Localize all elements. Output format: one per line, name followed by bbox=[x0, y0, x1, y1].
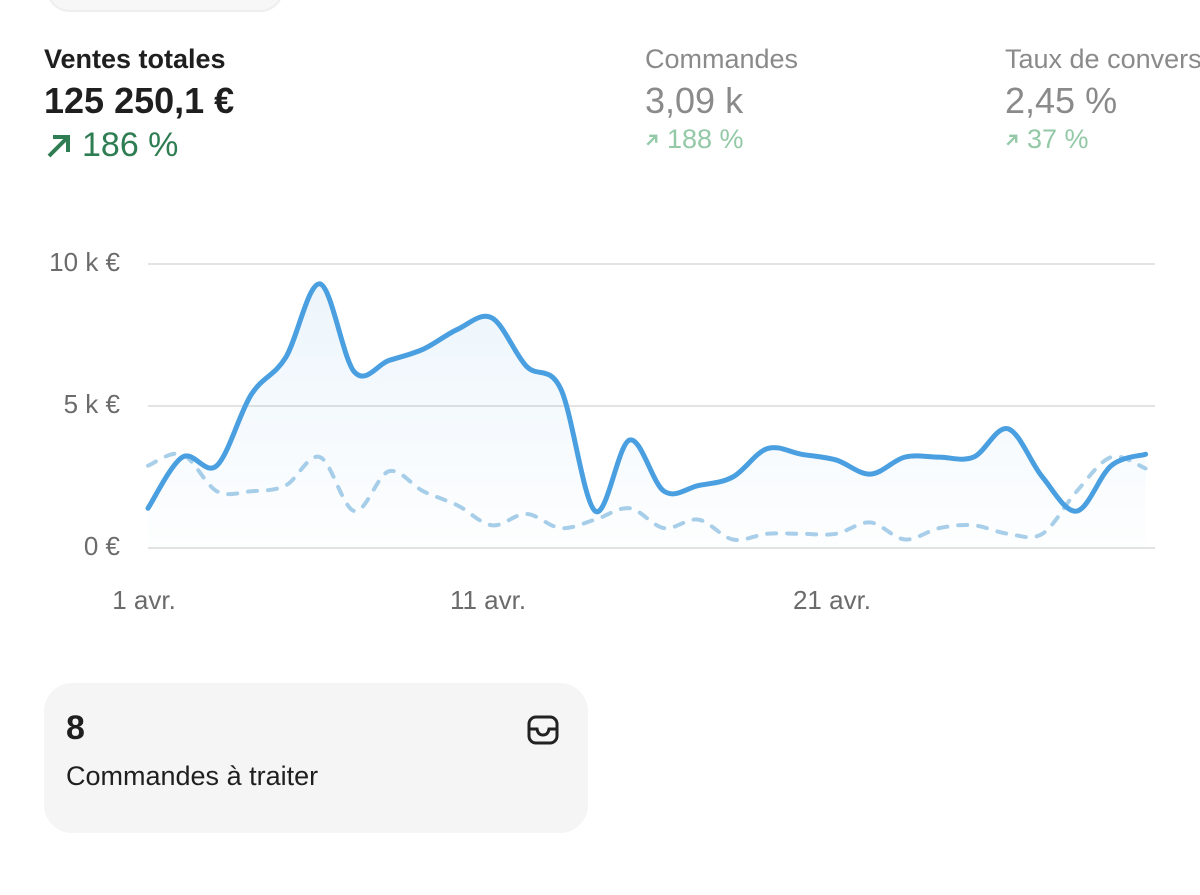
tab-button[interactable] bbox=[46, 0, 284, 12]
task-count: 8 bbox=[66, 709, 85, 747]
metric-change: 186 % bbox=[82, 126, 179, 164]
up-arrow-icon bbox=[646, 134, 658, 145]
metric-value: 125 250,1 € bbox=[44, 80, 235, 121]
up-arrow-icon bbox=[1006, 134, 1018, 145]
metric[interactable]: Taux de conversion 2,45 % 37 % bbox=[1005, 44, 1200, 155]
metric-label: Ventes totales bbox=[44, 44, 226, 74]
area-fill bbox=[148, 283, 1146, 548]
metric-change: 188 % bbox=[667, 124, 744, 154]
x-tick-label: 11 avr. bbox=[450, 585, 526, 615]
task-card[interactable]: 8 Commandes à traiter bbox=[44, 683, 588, 833]
x-tick-label: 21 avr. bbox=[793, 585, 871, 615]
y-tick-label: 10 k € bbox=[49, 247, 120, 277]
y-tick-label: 5 k € bbox=[64, 389, 121, 419]
chart: 0 € 5 k € 10 k € 1 avr. 11 avr. 21 avr. bbox=[49, 247, 1155, 615]
metric-change-row: 37 % bbox=[1005, 124, 1200, 155]
metric-active[interactable]: Ventes totales 125 250,1 € 186 % bbox=[44, 44, 234, 165]
up-arrow-icon bbox=[47, 134, 70, 157]
task-label: Commandes à traiter bbox=[66, 761, 319, 791]
metric-label: Commandes bbox=[645, 44, 799, 74]
inbox-icon bbox=[527, 715, 559, 745]
line-series bbox=[145, 281, 1149, 514]
metric-change-row: 186 % bbox=[44, 126, 234, 165]
metric-label: Taux de conversion bbox=[1005, 44, 1200, 74]
x-tick-label: 1 avr. bbox=[112, 585, 176, 615]
metric-change-row: 188 % bbox=[645, 124, 798, 155]
metric-value: 3,09 k bbox=[645, 80, 744, 121]
metric[interactable]: Commandes 3,09 k 188 % bbox=[645, 44, 798, 155]
metric-value: 2,45 % bbox=[1005, 80, 1118, 121]
metric-change: 37 % bbox=[1027, 124, 1089, 154]
y-tick-label: 0 € bbox=[84, 531, 121, 561]
